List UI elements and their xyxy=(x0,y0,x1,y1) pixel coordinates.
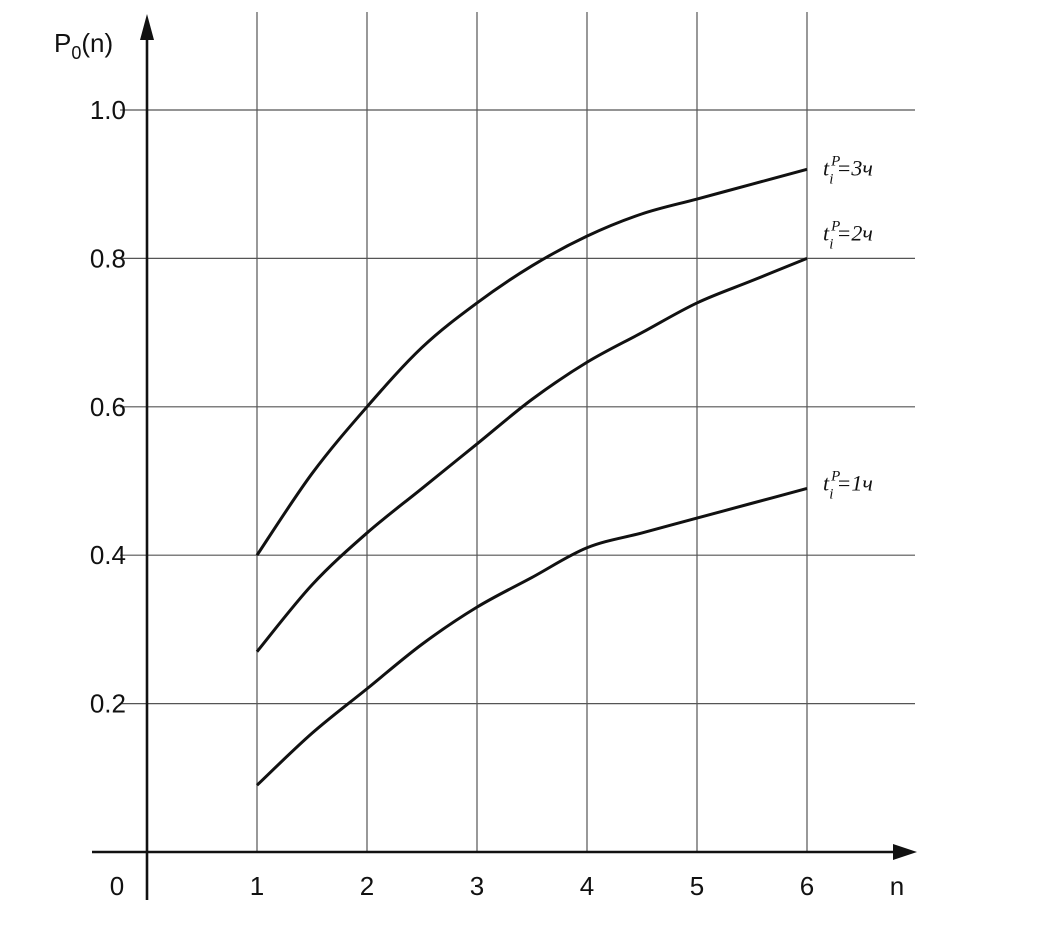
x-tick-label-2: 2 xyxy=(360,871,374,901)
y-tick-label-0.8: 0.8 xyxy=(90,243,126,273)
y-axis-label: P0(n) xyxy=(54,28,113,63)
y-tick-label-0.2: 0.2 xyxy=(90,689,126,719)
origin-label: 0 xyxy=(110,871,124,901)
x-tick-label-4: 4 xyxy=(580,871,594,901)
x-tick-label-5: 5 xyxy=(690,871,704,901)
x-tick-label-3: 3 xyxy=(470,871,484,901)
tick-labels: 1 2 3 4 5 6 0.2 0.4 0.6 0.8 1.0 xyxy=(90,95,814,901)
x-axis-label: n xyxy=(890,871,904,901)
x-tick-label-6: 6 xyxy=(800,871,814,901)
x-tick-label-1: 1 xyxy=(250,871,264,901)
series-line-3 xyxy=(255,486,808,787)
grid xyxy=(120,12,915,852)
y-tick-label-0.6: 0.6 xyxy=(90,392,126,422)
y-tick-label-0.4: 0.4 xyxy=(90,540,126,570)
series-line-2 xyxy=(255,257,808,653)
y-axis-arrowhead xyxy=(140,14,154,40)
axes xyxy=(92,14,917,900)
series-lines xyxy=(255,167,808,787)
y-tick-label-1.0: 1.0 xyxy=(90,95,126,125)
x-axis-arrowhead xyxy=(893,844,917,860)
series-line-1 xyxy=(255,167,808,557)
